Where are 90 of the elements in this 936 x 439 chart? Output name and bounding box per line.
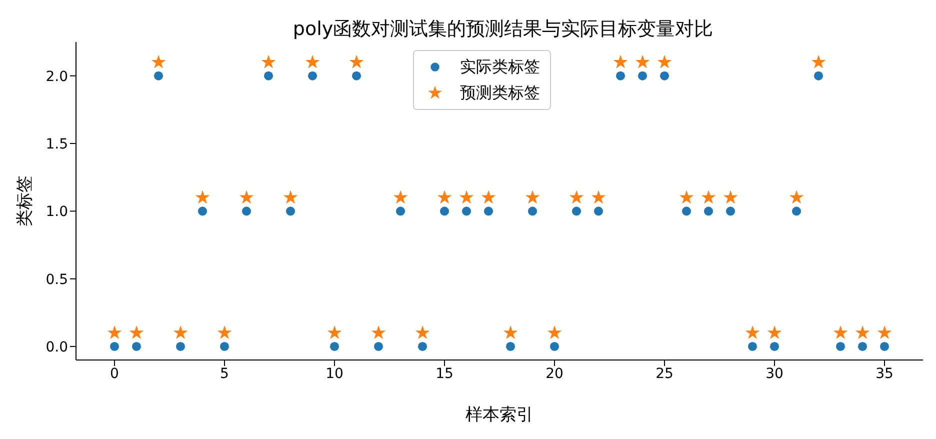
point [525, 190, 540, 204]
point [503, 325, 518, 340]
point [679, 190, 694, 204]
point [459, 190, 474, 204]
point [283, 190, 298, 204]
point [286, 206, 296, 216]
point [239, 190, 254, 204]
point [855, 325, 870, 340]
chart-title: poly函数对测试集的预测结果与实际目标变量对比 [292, 17, 714, 42]
legend-label: 实际类标签 [460, 56, 540, 78]
point [484, 206, 494, 216]
x-tick-label: 10 [326, 366, 344, 382]
point [330, 342, 340, 351]
point [880, 342, 890, 351]
point [352, 71, 362, 80]
point [660, 71, 670, 80]
point [371, 325, 386, 340]
point [132, 342, 142, 351]
point [836, 342, 846, 351]
point [547, 325, 562, 340]
point [107, 325, 122, 340]
point [616, 71, 626, 80]
point [789, 190, 804, 204]
point [613, 54, 628, 68]
point [462, 206, 472, 216]
y-tick-label: 0.0 [46, 339, 68, 356]
point [811, 54, 826, 68]
point [264, 71, 274, 80]
point [305, 54, 320, 68]
point [217, 325, 232, 340]
point [110, 342, 120, 351]
point [858, 342, 868, 351]
point [396, 206, 406, 216]
point [440, 206, 450, 216]
point [151, 54, 166, 68]
point [638, 71, 648, 80]
y-tick-label: 2.0 [46, 68, 68, 85]
point [437, 190, 452, 204]
point [748, 342, 758, 351]
y-tick-label: 0.5 [46, 272, 68, 288]
point [814, 71, 824, 80]
point [833, 325, 848, 340]
point [154, 71, 164, 80]
point [792, 206, 802, 216]
point [242, 206, 252, 216]
point [349, 54, 364, 68]
point [701, 190, 716, 204]
point [129, 325, 144, 340]
point [506, 342, 516, 351]
point [594, 206, 604, 216]
legend-label: 预测类标签 [460, 82, 540, 104]
point [195, 190, 210, 204]
point [635, 54, 650, 68]
point [572, 206, 582, 216]
point [198, 206, 208, 216]
point [726, 206, 736, 216]
x-axis-title: 样本索引 [466, 405, 534, 426]
point [418, 342, 428, 351]
x-tick-label: 20 [546, 366, 564, 382]
point [682, 206, 692, 216]
y-tick-label: 1.0 [46, 204, 68, 220]
point [657, 54, 672, 68]
x-tick-label: 0 [110, 366, 119, 382]
point [723, 190, 738, 204]
point [220, 342, 230, 351]
y-axis-title: 类标签 [15, 176, 36, 226]
y-tick-label: 1.5 [46, 136, 68, 152]
point [745, 325, 760, 340]
point [767, 325, 782, 340]
point [261, 54, 276, 68]
x-tick-label: 25 [656, 366, 674, 382]
point [327, 325, 342, 340]
point [569, 190, 584, 204]
point [393, 190, 408, 204]
point [770, 342, 780, 351]
point [176, 342, 186, 351]
x-tick-label: 15 [436, 366, 454, 382]
point [374, 342, 384, 351]
x-tick-label: 5 [220, 366, 229, 382]
point [877, 325, 892, 340]
point [173, 325, 188, 340]
x-tick-label: 30 [766, 366, 784, 382]
point [591, 190, 606, 204]
point [415, 325, 430, 340]
point [308, 71, 318, 80]
point [550, 342, 560, 351]
point [528, 206, 538, 216]
point [481, 190, 496, 204]
x-tick-label: 35 [876, 366, 894, 382]
point [704, 206, 714, 216]
